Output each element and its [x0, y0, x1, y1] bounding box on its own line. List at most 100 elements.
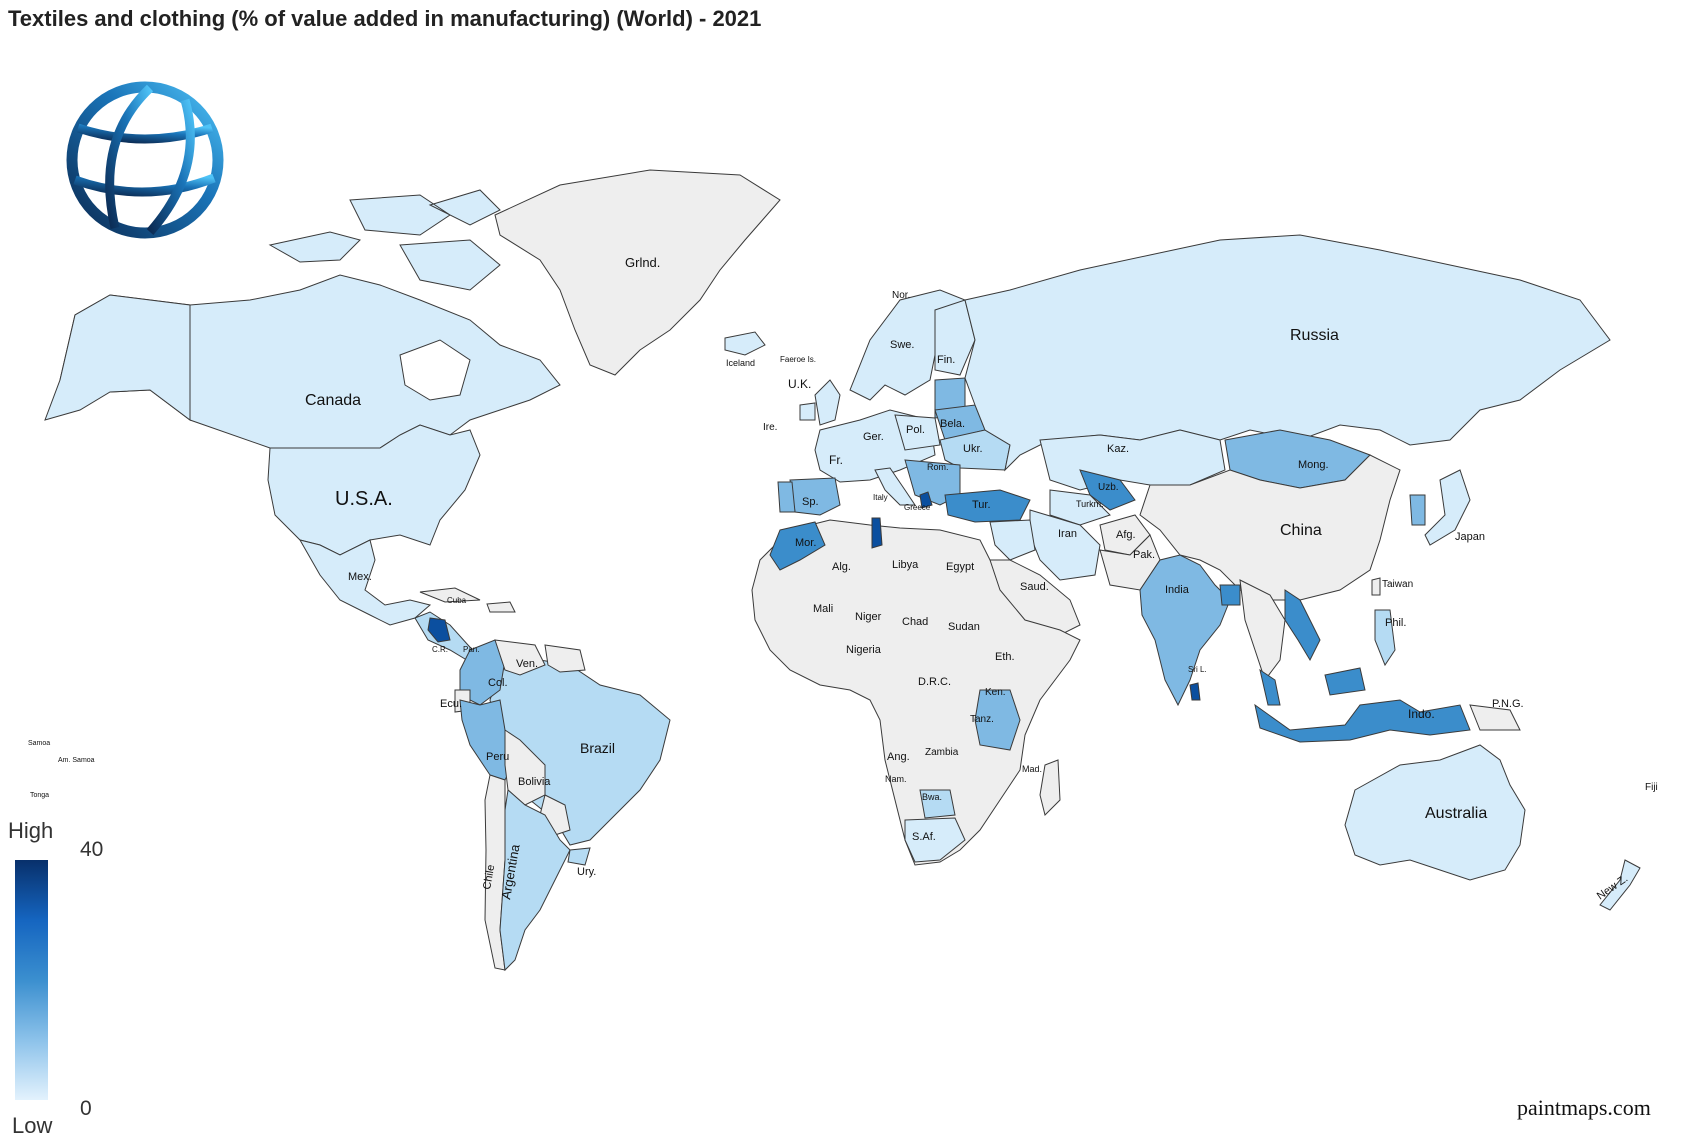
region-italy[interactable] — [874, 467, 916, 506]
label-russia: Russia — [1290, 327, 1339, 344]
region-bangladesh[interactable] — [1219, 584, 1241, 606]
label-southafrica: S.Af. — [912, 831, 936, 843]
region-indonesia[interactable] — [1254, 699, 1471, 743]
label-kenya: Ken. — [985, 687, 1006, 698]
label-greece: Greece — [904, 503, 931, 512]
region-venezuela[interactable] — [494, 639, 546, 676]
label-pakistan: Pak. — [1133, 549, 1155, 561]
label-indonesia: Indo. — [1408, 707, 1435, 721]
label-uzbekistan: Uzb. — [1098, 482, 1119, 493]
label-mexico: Mex. — [348, 571, 372, 583]
region-myanmar-thailand[interactable] — [1239, 579, 1286, 682]
legend-high-label: High — [8, 818, 54, 843]
label-botswana: Bwa. — [922, 792, 942, 802]
region-taiwan[interactable] — [1371, 577, 1381, 596]
label-saudi: Saud. — [1020, 581, 1049, 593]
label-faeroe: Faeroe Is. — [780, 355, 816, 364]
hudson-bay — [399, 339, 471, 401]
region-botswana[interactable] — [919, 789, 956, 819]
label-sweden: Swe. — [890, 339, 914, 351]
region-iceland[interactable] — [724, 331, 766, 356]
region-kenya-tanzania[interactable] — [974, 689, 1021, 751]
label-taiwan: Taiwan — [1382, 579, 1413, 590]
region-portugal[interactable] — [777, 481, 796, 513]
region-kazakhstan[interactable] — [1039, 429, 1226, 491]
region-madagascar[interactable] — [1039, 759, 1061, 816]
region-tunisia[interactable] — [871, 517, 883, 549]
label-australia: Australia — [1425, 805, 1487, 822]
region-africa[interactable] — [751, 519, 1081, 866]
label-chile: Chile — [481, 864, 497, 891]
region-cuba[interactable] — [419, 587, 481, 603]
region-india[interactable] — [1139, 554, 1231, 707]
region-canada-islands[interactable] — [268, 189, 501, 291]
region-poland[interactable] — [894, 414, 941, 451]
label-namibia: Nam. — [885, 774, 907, 784]
label-colombia: Col. — [488, 677, 508, 689]
label-belarus: Bela. — [940, 418, 965, 430]
region-philippines[interactable] — [1374, 609, 1396, 667]
label-png: P.N.G. — [1492, 698, 1524, 710]
region-usa[interactable] — [267, 424, 481, 556]
region-morocco[interactable] — [769, 521, 826, 571]
region-uruguay[interactable] — [567, 847, 591, 866]
label-uk: U.K. — [788, 377, 811, 391]
region-hispaniola[interactable] — [486, 601, 516, 613]
legend-max-value: 40 — [80, 838, 104, 861]
legend-color-scale — [15, 860, 48, 1100]
region-nicaragua[interactable] — [427, 617, 451, 643]
region-korea[interactable] — [1409, 494, 1426, 526]
region-iraq-syria[interactable] — [989, 519, 1036, 561]
label-ukraine: Ukr. — [963, 443, 983, 455]
region-vietnam[interactable] — [1284, 589, 1321, 662]
label-poland: Pol. — [906, 424, 925, 436]
region-japan[interactable] — [1424, 469, 1471, 546]
label-spain: Sp. — [802, 496, 819, 508]
region-newzealand[interactable] — [1599, 859, 1641, 911]
label-zambia: Zambia — [925, 747, 959, 758]
region-turkmenistan[interactable] — [1049, 489, 1111, 526]
region-australia[interactable] — [1344, 744, 1526, 881]
label-fiji: Fiji — [1645, 782, 1658, 793]
legend-low-label: Low — [12, 1113, 53, 1138]
label-kazakhstan: Kaz. — [1107, 443, 1129, 455]
region-greenland[interactable] — [494, 169, 781, 376]
label-canada: Canada — [305, 392, 361, 409]
region-ireland[interactable] — [799, 402, 816, 421]
region-srilanka[interactable] — [1189, 682, 1201, 701]
label-france: Fr. — [829, 453, 843, 467]
label-amsamoa: Am. Samoa — [58, 757, 95, 764]
label-germany: Ger. — [863, 431, 884, 443]
region-uk[interactable] — [814, 379, 841, 426]
label-ireland: Ire. — [763, 422, 777, 433]
label-bolivia: Bolivia — [518, 776, 551, 788]
label-philippines: Phil. — [1385, 617, 1406, 629]
label-algeria: Alg. — [832, 561, 851, 573]
credit-text: paintmaps.com — [1517, 1095, 1651, 1120]
region-finland[interactable] — [934, 299, 976, 376]
label-greenland: Grlnd. — [625, 255, 660, 270]
region-southafrica[interactable] — [904, 817, 966, 863]
label-peru: Peru — [486, 751, 509, 763]
label-madagascar: Mad. — [1022, 764, 1042, 774]
label-ecuador: Ecu. — [440, 698, 462, 710]
region-png[interactable] — [1469, 704, 1521, 731]
label-tonga: Tonga — [30, 792, 49, 799]
label-drc: D.R.C. — [918, 676, 951, 688]
region-greece[interactable] — [919, 491, 933, 509]
region-uzbekistan[interactable] — [1079, 469, 1136, 511]
label-niger: Niger — [855, 611, 882, 623]
region-russia[interactable] — [964, 234, 1611, 472]
region-china[interactable] — [1139, 454, 1401, 601]
label-cuba: Cuba — [447, 596, 467, 605]
region-guianas[interactable] — [544, 644, 586, 673]
region-mexico[interactable] — [298, 539, 432, 626]
label-samoa: Samoa — [28, 740, 50, 747]
label-angola: Ang. — [887, 751, 910, 763]
region-alaska[interactable] — [44, 294, 191, 421]
region-bolivia[interactable] — [504, 729, 546, 806]
label-india: India — [1165, 584, 1190, 596]
label-venezuela: Ven. — [516, 658, 538, 670]
region-malaysia[interactable] — [1259, 667, 1366, 706]
region-argentina[interactable] — [499, 789, 571, 972]
